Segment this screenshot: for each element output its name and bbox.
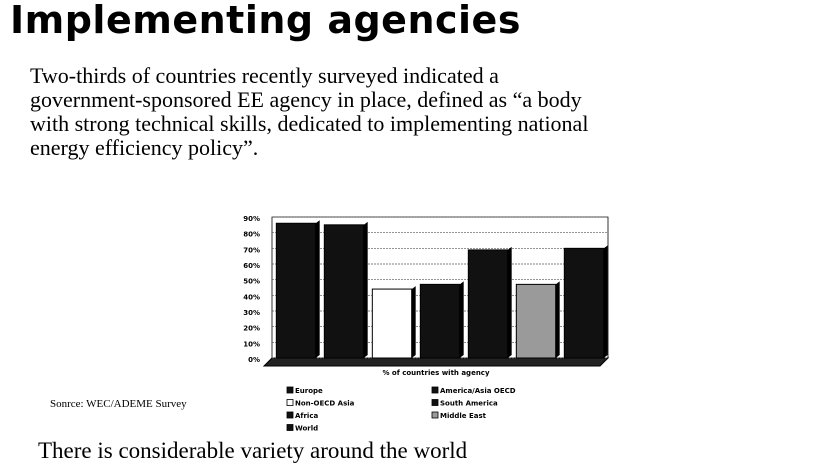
y-tick-label: 0% — [248, 356, 260, 364]
paragraph: Two-thirds of countries recently surveye… — [30, 64, 588, 160]
footer-text: There is considerable variety around the… — [38, 438, 468, 463]
legend-label: Europe — [295, 387, 323, 395]
legend-swatch — [431, 386, 439, 394]
bar-side — [363, 221, 368, 358]
bar — [323, 224, 365, 359]
legend-label: America/Asia OECD — [440, 387, 516, 395]
y-tick-label: 60% — [243, 262, 260, 270]
source-note: Sonrce: WEC/ADEME Survey — [50, 398, 187, 410]
paragraph-line: with strong technical skills, dedicated … — [30, 111, 589, 136]
bar-side — [555, 281, 560, 358]
legend-swatch — [431, 399, 439, 406]
bar — [563, 247, 605, 359]
legend-swatch — [286, 424, 294, 431]
bar-side — [315, 220, 320, 358]
legend-label: Non-OECD Asia — [295, 400, 355, 408]
bar — [419, 283, 461, 359]
bar-side — [507, 246, 512, 358]
bar — [515, 283, 557, 359]
y-tick-label: 30% — [243, 309, 260, 317]
x-axis-label: % of countries with agency — [382, 369, 489, 377]
legend-label: Africa — [295, 412, 318, 420]
legend-swatch — [286, 386, 294, 394]
bar-side — [411, 286, 416, 358]
bar-side — [603, 245, 608, 358]
slide-title: Implementing agencies — [10, 0, 521, 42]
bar-side — [459, 281, 464, 358]
plot-floor — [262, 357, 610, 367]
paragraph-line: energy efficiency policy”. — [30, 135, 259, 160]
legend-swatch — [286, 411, 294, 419]
bar — [467, 249, 509, 359]
legend-swatch — [286, 399, 294, 406]
legend-label: Middle East — [440, 412, 487, 420]
y-tick-label: 50% — [243, 278, 260, 286]
y-tick-label: 90% — [243, 215, 260, 223]
y-tick-label: 80% — [243, 231, 260, 239]
bar — [371, 288, 413, 359]
y-tick-label: 70% — [243, 246, 260, 254]
y-tick-label: 40% — [243, 293, 260, 301]
legend-label: South America — [440, 400, 498, 408]
paragraph-line: Two-thirds of countries recently surveye… — [30, 63, 499, 88]
y-tick-label: 10% — [243, 340, 260, 348]
legend-swatch — [431, 411, 439, 419]
legend-label: World — [295, 425, 318, 433]
bar — [275, 222, 317, 359]
y-tick-label: 20% — [243, 325, 260, 333]
paragraph-line: government-sponsored EE agency in place,… — [30, 87, 582, 112]
